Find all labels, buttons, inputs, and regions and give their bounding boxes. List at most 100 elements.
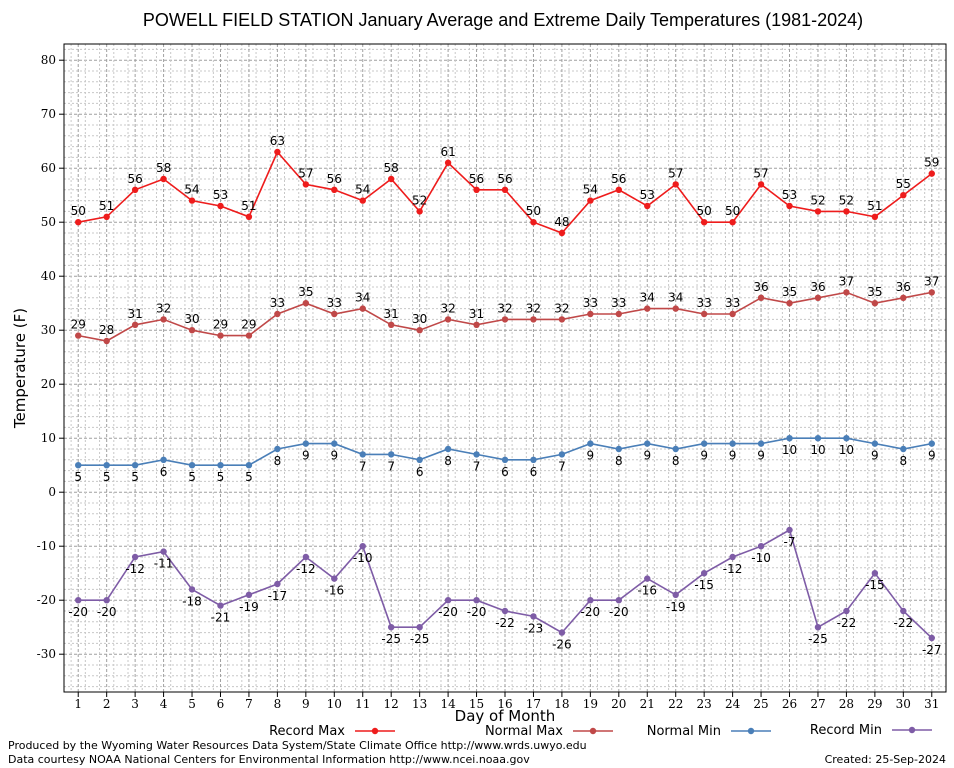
legend-item: Record Min <box>810 723 932 738</box>
data-label: 54 <box>184 183 199 197</box>
data-label: -16 <box>324 584 344 598</box>
data-point <box>672 445 679 453</box>
data-point <box>928 634 935 642</box>
x-tick-label: 14 <box>440 697 456 711</box>
y-tick-label: -20 <box>37 593 56 607</box>
data-label: 8 <box>615 454 623 468</box>
data-point <box>75 462 82 469</box>
data-label: -20 <box>609 605 629 619</box>
data-point <box>644 575 651 582</box>
data-point <box>928 289 935 296</box>
data-point <box>131 186 139 193</box>
data-label: 9 <box>587 449 595 463</box>
data-label: 53 <box>782 188 797 202</box>
data-label: -18 <box>182 594 202 608</box>
x-tick-label: 6 <box>217 697 225 711</box>
data-point <box>871 440 879 447</box>
data-point <box>217 332 224 339</box>
data-point <box>786 202 793 210</box>
y-tick-label: 80 <box>41 53 56 67</box>
data-point <box>274 445 281 453</box>
x-tick-label: 27 <box>810 697 825 711</box>
data-point <box>587 440 594 447</box>
data-point <box>615 597 623 604</box>
y-tick-label: 60 <box>41 161 56 175</box>
data-point <box>700 219 708 226</box>
data-label: 9 <box>643 449 651 463</box>
data-label: 52 <box>412 193 427 207</box>
data-point <box>387 624 395 631</box>
data-label: -7 <box>784 535 796 549</box>
data-point <box>160 456 167 463</box>
data-point <box>387 451 395 458</box>
data-label: 57 <box>298 166 313 180</box>
data-label: 33 <box>725 296 740 310</box>
data-label: 5 <box>188 470 196 484</box>
data-label: 56 <box>469 172 484 186</box>
data-point <box>444 445 452 453</box>
data-point <box>530 613 537 620</box>
legend-label: Normal Min <box>647 724 721 739</box>
x-tick-label: 26 <box>782 697 797 711</box>
data-label: -25 <box>410 632 430 646</box>
data-label: 53 <box>640 188 655 202</box>
data-point <box>416 327 423 334</box>
data-label: -20 <box>467 605 487 619</box>
data-point <box>331 186 338 193</box>
data-label: 32 <box>554 301 569 315</box>
legend-item: Record Max <box>269 724 395 739</box>
data-point <box>757 440 765 447</box>
series-record-max: 50 51 56 58 54 53 51 63 57 56 54 58 52 61 56 56 50 48 54 56… <box>71 134 939 237</box>
data-point <box>444 597 452 604</box>
data-label: 61 <box>440 145 455 159</box>
data-label: 6 <box>530 465 538 479</box>
data-point <box>359 305 366 312</box>
data-point <box>75 219 82 226</box>
data-point <box>843 289 850 296</box>
data-label: -20 <box>581 605 601 619</box>
data-point <box>644 202 651 210</box>
data-point <box>416 456 423 463</box>
x-tick-label: 1 <box>74 697 82 711</box>
legend-label: Normal Max <box>485 724 563 739</box>
data-point <box>416 208 423 215</box>
data-point <box>473 186 480 193</box>
x-tick-label: 31 <box>924 697 939 711</box>
data-point <box>131 553 139 561</box>
data-label: 7 <box>387 459 395 473</box>
data-label: 8 <box>274 454 282 468</box>
data-point <box>900 294 907 301</box>
legend-swatch-marker <box>589 727 597 735</box>
data-label: -25 <box>381 632 401 646</box>
data-point <box>814 208 822 215</box>
data-label: 31 <box>384 307 399 321</box>
data-point <box>587 597 594 604</box>
data-label: 50 <box>71 204 86 218</box>
data-point <box>75 597 82 604</box>
data-point <box>644 305 651 312</box>
data-point <box>387 321 395 328</box>
x-tick-label: 25 <box>753 697 768 711</box>
data-label: 7 <box>359 459 367 473</box>
data-point <box>359 451 366 458</box>
data-label: 33 <box>611 296 626 310</box>
data-point <box>729 440 736 447</box>
data-point <box>444 316 452 323</box>
data-label: 58 <box>384 161 399 175</box>
y-axis-label: Temperature (F) <box>11 308 29 429</box>
x-tick-label: 19 <box>583 697 598 711</box>
data-point <box>729 219 736 226</box>
y-tick-label: 0 <box>48 485 56 499</box>
x-tick-label: 12 <box>384 697 399 711</box>
data-label: 56 <box>611 172 626 186</box>
x-axis-label: Day of Month <box>455 707 556 725</box>
data-label: 5 <box>217 470 225 484</box>
data-point <box>700 570 708 577</box>
data-point <box>672 591 679 598</box>
data-point <box>814 435 822 442</box>
data-point <box>103 597 110 604</box>
data-label: -25 <box>808 632 828 646</box>
data-label: 33 <box>583 296 598 310</box>
data-label: 5 <box>74 470 82 484</box>
x-tick-label: 18 <box>554 697 569 711</box>
